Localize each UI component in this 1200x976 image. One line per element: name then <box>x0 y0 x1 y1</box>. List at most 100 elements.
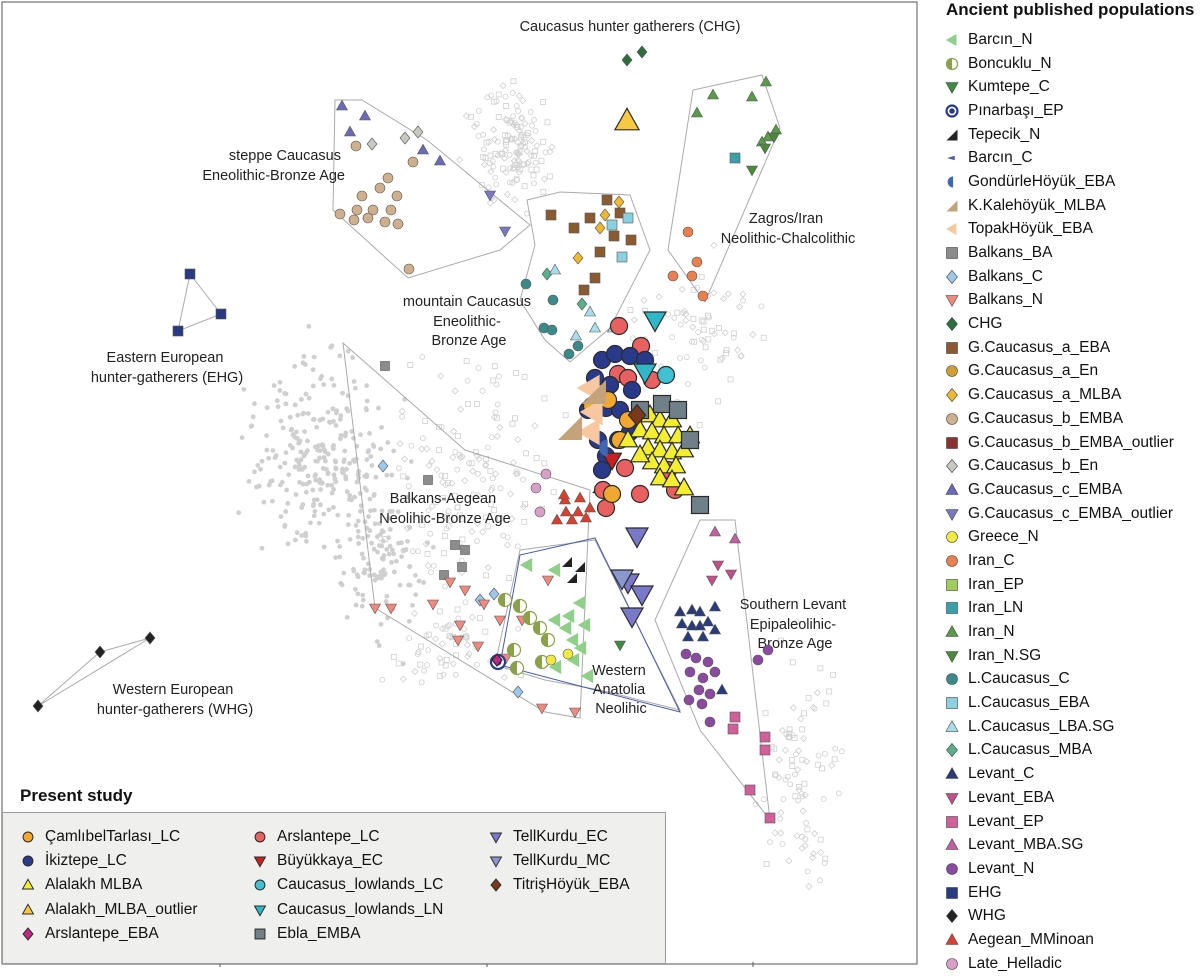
background-point <box>384 546 390 552</box>
legend-item: Büyükkaya_EC <box>251 849 443 873</box>
background-point <box>274 398 280 404</box>
data-point <box>606 219 618 231</box>
background-point <box>352 586 358 592</box>
data-point <box>557 488 571 500</box>
data-point <box>575 562 585 572</box>
background-point <box>333 410 339 416</box>
data-point <box>691 256 703 268</box>
legend-label: G.Caucasus_b_EMBA_outlier <box>968 433 1174 451</box>
background-point <box>389 509 395 514</box>
data-point <box>458 585 472 597</box>
background-point <box>525 130 532 136</box>
data-point <box>613 640 627 652</box>
label-anatolia-line: Anatolia <box>593 682 646 698</box>
legend-marker-icon <box>489 832 503 844</box>
background-point <box>438 640 446 648</box>
legend-item: K.Kalehöyük_MLBA <box>942 194 1174 218</box>
background-point <box>452 671 459 678</box>
background-point <box>493 98 500 105</box>
background-point <box>379 424 384 430</box>
background-point <box>353 602 359 608</box>
background-point <box>521 373 528 380</box>
background-point <box>515 108 521 114</box>
background-point <box>313 472 319 478</box>
background-point <box>410 609 419 617</box>
data-point <box>665 455 687 474</box>
background-point <box>511 164 517 171</box>
background-point <box>327 419 332 425</box>
background-point <box>487 168 495 176</box>
background-point <box>288 427 294 433</box>
background-point <box>779 841 786 847</box>
background-point <box>331 472 337 478</box>
background-point <box>361 555 366 561</box>
background-point <box>333 423 339 428</box>
background-point <box>685 381 691 387</box>
background-point <box>454 466 461 473</box>
label-mountain-line: mountain Caucasus <box>403 294 531 310</box>
hull-mountain <box>519 191 651 363</box>
background-point <box>474 401 480 407</box>
background-point <box>801 710 807 717</box>
legend-item: WHG <box>942 904 1174 928</box>
background-point <box>440 671 447 678</box>
background-point <box>462 632 471 640</box>
background-point <box>401 455 409 463</box>
background-point <box>436 447 442 454</box>
legend-marker-icon <box>945 295 959 308</box>
background-point <box>492 470 500 478</box>
background-point <box>326 507 332 513</box>
background-point <box>317 478 323 484</box>
background-point <box>531 422 539 430</box>
label-chg-line: Caucasus hunter gatherers (CHG) <box>520 19 741 35</box>
background-point <box>305 473 311 479</box>
background-point <box>491 363 498 370</box>
data-point <box>379 216 391 228</box>
background-point <box>424 551 431 557</box>
legend-item: Tepecik_N <box>942 123 1174 147</box>
present-legend: ÇamlıbelTarlası_LC İkiztepe_LC Alalakh MLB… <box>2 812 666 964</box>
background-point <box>338 413 344 419</box>
legend-label: Kumtepe_C <box>968 78 1050 96</box>
background-point <box>461 477 469 485</box>
background-point <box>355 528 361 534</box>
data-point <box>577 617 591 633</box>
label-balkans-line: Balkans-Aegean <box>390 491 496 507</box>
background-point <box>496 423 504 432</box>
background-point <box>689 323 697 331</box>
background-point <box>372 507 377 513</box>
data-point <box>450 540 460 550</box>
background-point <box>259 458 265 464</box>
background-point <box>801 842 809 850</box>
background-point <box>777 809 785 817</box>
background-point <box>449 660 457 668</box>
legend-label: Iran_N.SG <box>968 646 1042 664</box>
legend-item: GondürleHöyük_EBA <box>942 170 1174 194</box>
background-point <box>353 523 359 528</box>
background-point <box>317 448 323 454</box>
data-point <box>680 430 700 450</box>
background-point <box>378 446 384 452</box>
background-point <box>368 454 374 459</box>
legend-marker-icon <box>946 697 958 709</box>
background-point <box>493 432 502 440</box>
background-point <box>362 567 368 573</box>
data-point <box>680 648 692 660</box>
data-point <box>32 699 44 713</box>
background-point <box>519 161 527 169</box>
background-point <box>359 551 365 557</box>
legend-item: Levant_EP <box>942 810 1174 834</box>
background-point <box>778 726 787 734</box>
background-point <box>718 354 726 362</box>
background-point <box>443 656 450 663</box>
background-point <box>477 615 483 622</box>
legend-marker-icon <box>947 156 955 161</box>
background-point <box>521 119 529 128</box>
background-point <box>437 372 445 380</box>
background-point <box>507 165 514 172</box>
data-point <box>558 416 582 440</box>
legend-marker-icon <box>946 578 958 591</box>
background-point <box>301 354 307 359</box>
background-point <box>506 179 513 186</box>
background-point <box>264 405 270 411</box>
